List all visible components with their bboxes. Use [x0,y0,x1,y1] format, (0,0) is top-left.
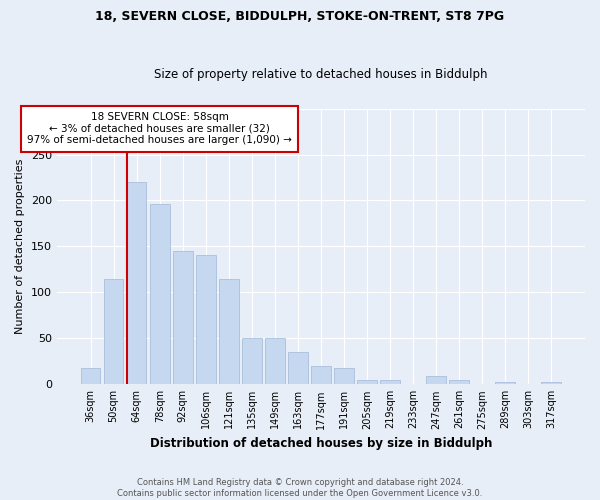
Bar [496,382,515,384]
X-axis label: Distribution of detached houses by size in Biddulph: Distribution of detached houses by size … [150,437,492,450]
Bar [219,278,239,384]
Text: 18 SEVERN CLOSE: 58sqm
← 3% of detached houses are smaller (32)
97% of semi-deta: 18 SEVERN CLOSE: 58sqm ← 3% of detached … [27,112,292,146]
Bar [242,338,262,384]
Bar [541,382,561,384]
Bar [334,368,354,384]
Bar [127,182,146,384]
Bar [426,376,446,384]
Bar [449,380,469,384]
Bar [81,368,100,384]
Bar [150,204,170,384]
Bar [104,278,124,384]
Bar [311,366,331,384]
Bar [357,380,377,384]
Bar [380,380,400,384]
Bar [173,251,193,384]
Bar [196,254,215,384]
Bar [265,338,284,384]
Title: Size of property relative to detached houses in Biddulph: Size of property relative to detached ho… [154,68,488,81]
Y-axis label: Number of detached properties: Number of detached properties [16,158,25,334]
Bar [288,352,308,384]
Text: Contains HM Land Registry data © Crown copyright and database right 2024.
Contai: Contains HM Land Registry data © Crown c… [118,478,482,498]
Text: 18, SEVERN CLOSE, BIDDULPH, STOKE-ON-TRENT, ST8 7PG: 18, SEVERN CLOSE, BIDDULPH, STOKE-ON-TRE… [95,10,505,23]
